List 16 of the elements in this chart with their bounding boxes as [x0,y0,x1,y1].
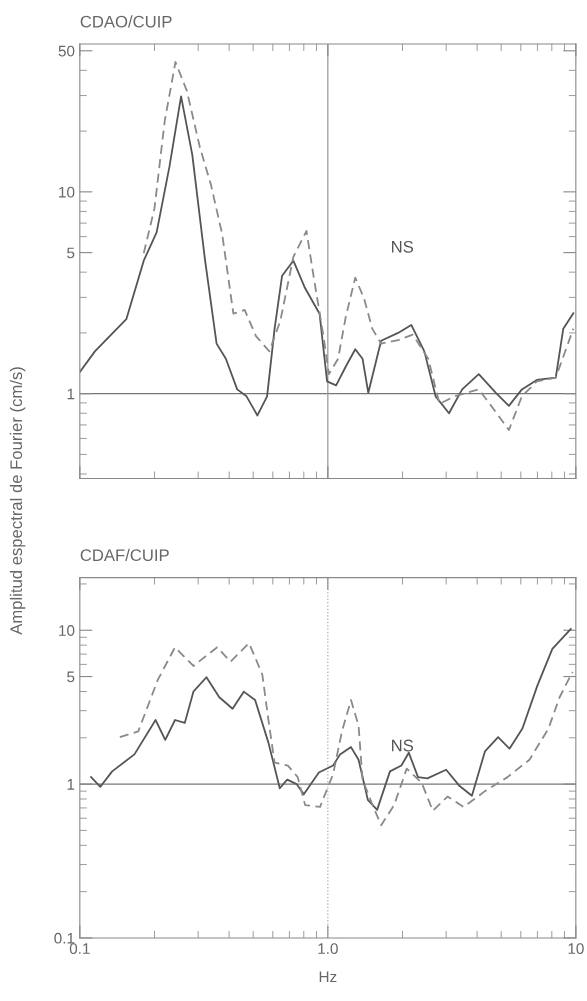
annotation: NS [392,739,414,752]
y-axis-title: Amplitud espectral de Fourier (cm/s) [9,367,26,635]
y-tick-label: 10 [59,625,75,636]
y-tick-label: 0.1 [54,932,75,944]
y-tick-label: 1 [67,388,75,400]
chart-title: CDAO/CUIP [80,15,172,28]
x-tick-label: 1.0 [318,943,338,955]
y-tick-label: 1 [67,779,75,790]
x-tick-label: 10 [568,943,584,955]
y-tick-label: 5 [67,671,75,683]
y-tick-label: 10 [59,186,75,198]
annotation: NS [392,240,414,253]
chart-title: CDAF/CUIP [80,548,169,562]
x-axis-title: Hz [319,971,337,982]
y-tick-label: 50 [58,45,75,57]
y-tick-label: 5 [67,247,75,259]
